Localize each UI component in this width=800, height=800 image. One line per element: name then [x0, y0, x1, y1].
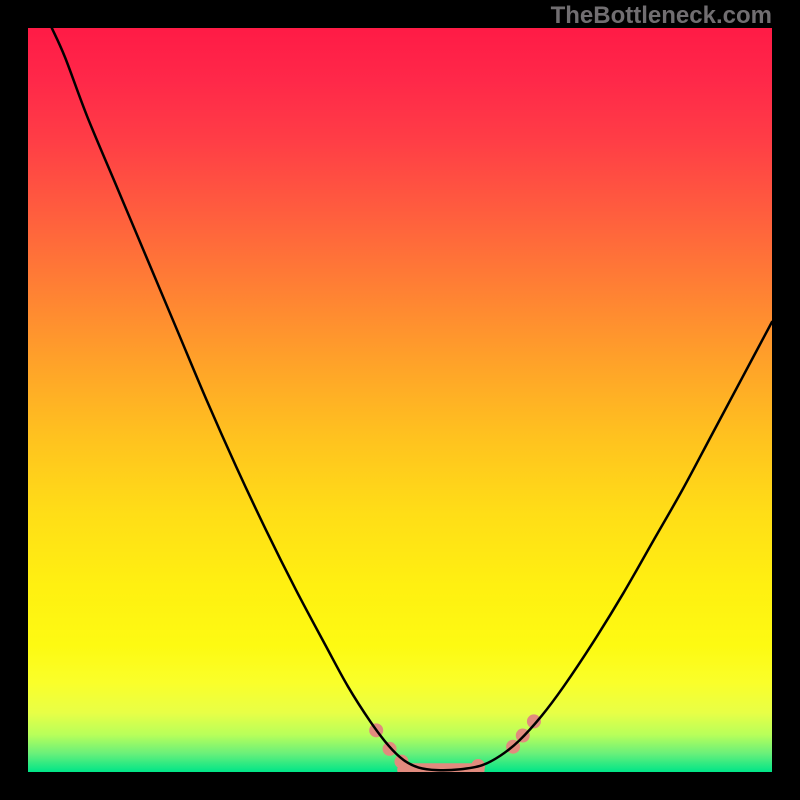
bottleneck-chart — [0, 0, 800, 800]
salmon-dot — [383, 742, 397, 756]
watermark-text: TheBottleneck.com — [551, 2, 772, 30]
gradient-background — [28, 28, 772, 772]
